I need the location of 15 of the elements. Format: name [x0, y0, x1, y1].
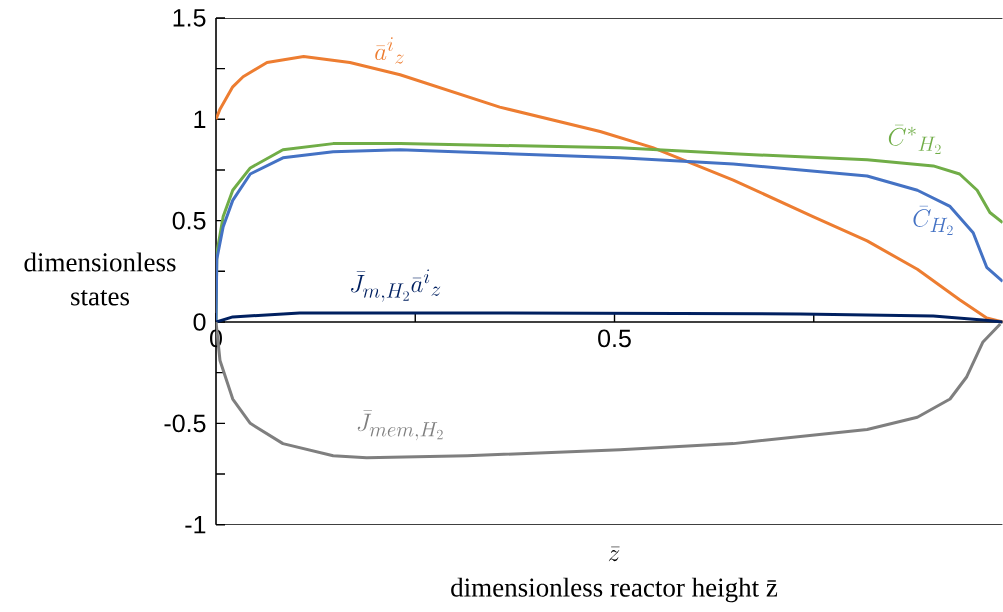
- series-label: $\bar{C}_{H_2}$: [913, 205, 953, 236]
- y-tick-label: 0: [193, 313, 206, 331]
- y-tick-label: 1.5: [173, 9, 206, 27]
- series-label: $\bar{C}^{*}{}_{H_2}$: [888, 124, 941, 154]
- y-tick-label: -0.5: [164, 414, 206, 433]
- y-tick-label: 0.5: [172, 211, 206, 230]
- series-label: $\bar{J}_{m,H_2}\bar{a}^{i}{}_{z}$: [351, 269, 441, 302]
- line-series: [216, 311, 1003, 324]
- x-axis-title: dimensionless reactor height z̄: [451, 577, 778, 603]
- text: $\bar{z}$: [608, 546, 620, 562]
- series-label: $\bar{a}^{i}{}_{z}$: [375, 37, 404, 64]
- y-tick-label: 1: [194, 110, 206, 128]
- y-tick-label: -1: [185, 516, 206, 534]
- series-label: $\bar{J}_{mem,H_2}$: [357, 410, 443, 441]
- y-axis-title: dimensionless states: [24, 252, 176, 306]
